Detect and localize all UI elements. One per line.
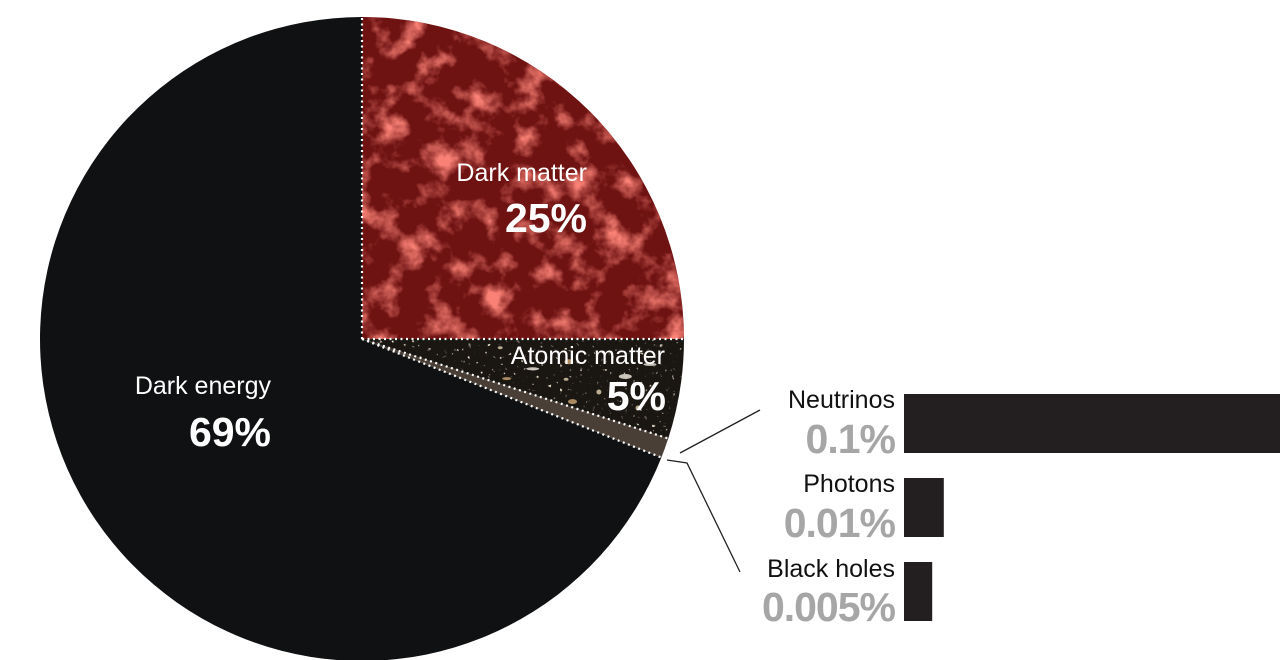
dark-energy-value: 69% [189,409,271,455]
pie-slice-other-components [362,339,669,458]
dark-matter-web-texture [362,17,684,339]
galaxy-speck [497,346,503,350]
bar-neutrinos [904,394,1280,453]
galaxy-speck [564,359,574,365]
galaxy-speck [568,399,577,405]
callout-line-upper [679,409,761,454]
bar-value-neutrinos: 0.1% [806,416,896,462]
galaxy-speck [643,362,657,366]
galaxy-speck [635,405,641,411]
bar-chart-small-components: Neutrinos 0.1% Photons 0.01% Black holes… [762,386,1280,630]
dark-energy-label: Dark energy [135,372,272,400]
galaxy-dots [497,346,657,411]
galaxy-speck [526,367,540,371]
callout-line-lower [666,459,741,573]
callout-lines [666,409,761,573]
pie-slice-separators [360,17,684,459]
separator-rest-dark-energy [361,337,662,459]
separator-atomic-rest [361,337,669,440]
bar-label-neutrinos: Neutrinos [788,386,895,414]
atomic-matter-label: Atomic matter [511,342,665,370]
bar-photons [904,478,944,537]
bar-value-photons: 0.01% [784,500,896,546]
atomic-matter-value: 5% [607,373,666,419]
bar-value-black-holes: 0.005% [762,584,896,630]
pie-chart: Dark energy 69% Dark matter 25% Atomic m… [40,17,684,660]
pie-slice-dark-energy [40,17,662,660]
bar-label-black-holes: Black holes [767,555,895,583]
bar-black-holes [904,562,933,621]
galaxy-speck [563,377,569,381]
galaxy-speck [618,374,632,379]
bar-label-photons: Photons [803,470,895,498]
galaxy-speck [502,377,512,381]
dark-matter-value: 25% [505,195,587,241]
dark-matter-label: Dark matter [456,159,587,187]
galaxy-speck [596,389,602,395]
galaxy-field-texture [362,339,684,439]
